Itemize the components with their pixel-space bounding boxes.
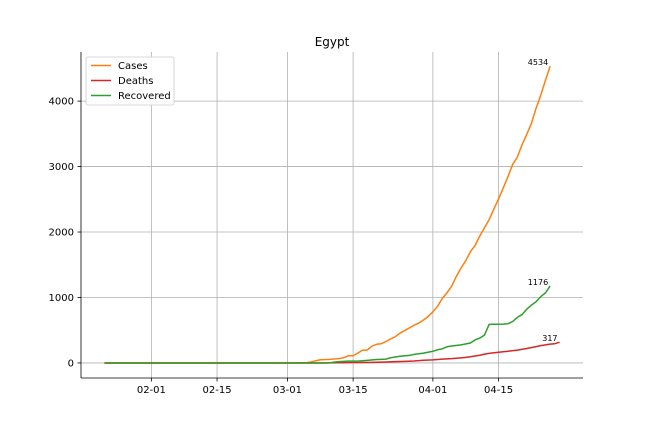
x-tick-label: 03-15 [339, 385, 368, 396]
y-tick-label: 0 [68, 358, 74, 369]
series-line-cases [104, 65, 551, 364]
legend: Cases Deaths Recovered [85, 56, 175, 106]
end-label-recovered: 1176 [528, 278, 548, 287]
y-tick-label: 4000 [49, 97, 74, 108]
y-tick-label: 2000 [49, 228, 74, 239]
series-line-recovered [104, 285, 551, 364]
legend-label-deaths: Deaths [118, 76, 153, 87]
x-tick-label: 02-01 [137, 385, 166, 396]
x-tick-label: 02-15 [203, 385, 232, 396]
end-label-deaths: 317 [542, 334, 557, 343]
x-tick-label: 03-01 [273, 385, 302, 396]
grid [81, 52, 583, 378]
legend-label-cases: Cases [118, 61, 148, 72]
x-ticks: 02-01 02-15 03-01 03-15 04-01 04-15 [137, 378, 513, 396]
y-tick-label: 3000 [49, 162, 74, 173]
x-tick-label: 04-01 [418, 385, 447, 396]
y-ticks: 0 1000 2000 3000 4000 [49, 97, 81, 369]
y-tick-label: 1000 [49, 293, 74, 304]
legend-label-recovered: Recovered [118, 91, 171, 102]
end-label-cases: 4534 [528, 58, 548, 67]
series-group [104, 65, 560, 364]
legend-box [85, 56, 175, 106]
x-tick-label: 04-15 [484, 385, 513, 396]
chart-title: Egypt [315, 35, 350, 49]
series-line-deaths [104, 341, 560, 364]
axes [80, 52, 583, 379]
end-labels: 4534 317 1176 [528, 58, 558, 343]
